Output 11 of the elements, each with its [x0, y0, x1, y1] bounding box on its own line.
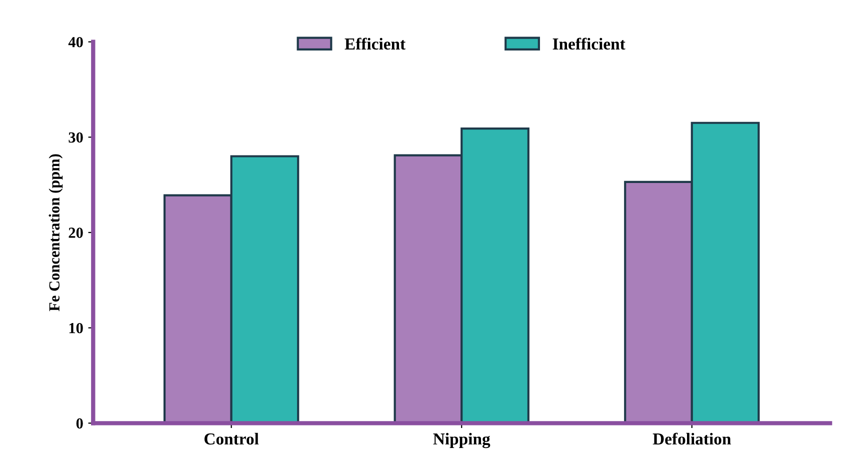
y-tick-label: 0	[76, 418, 83, 429]
y-axis-title: Fe Concentration (ppm)	[48, 154, 63, 312]
x-tick-label: Control	[204, 432, 259, 445]
x-tick-label: Defoliation	[652, 432, 731, 445]
y-tick-label: 30	[68, 132, 83, 143]
legend-label: Inefficient	[552, 38, 626, 50]
x-tick-label: Nipping	[433, 432, 490, 448]
y-tick-label: 10	[69, 322, 83, 334]
y-tick-label: 40	[68, 36, 83, 48]
y-tick-label: 20	[68, 228, 83, 238]
legend-label: Efficient	[344, 38, 406, 50]
